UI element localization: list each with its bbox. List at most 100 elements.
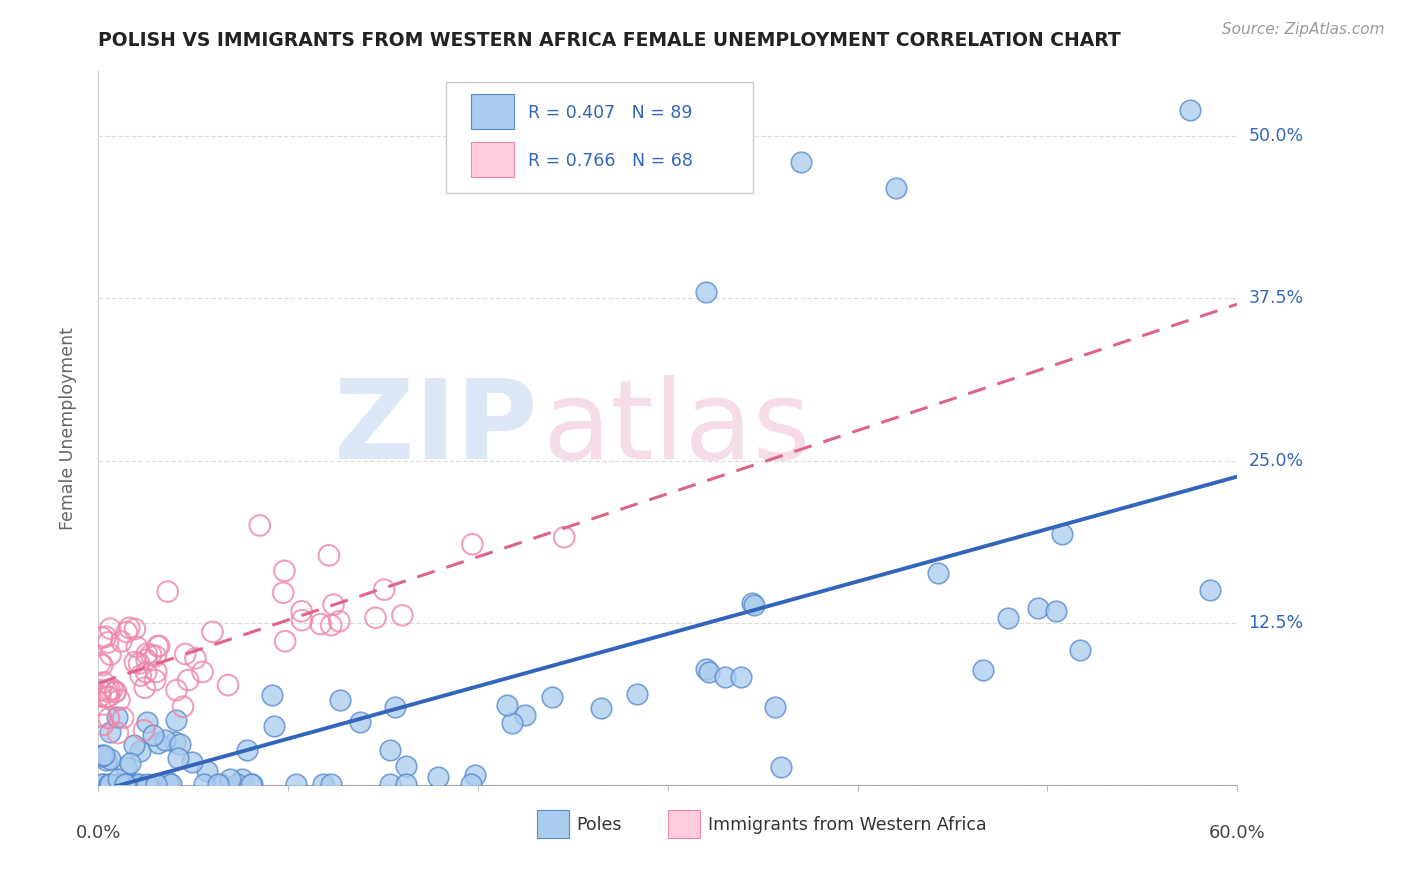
Point [391,608,413,623]
Bar [471,143,515,177]
Point [741,596,763,610]
Point [312,777,335,791]
Point [97,777,120,791]
Text: 25.0%: 25.0% [1249,451,1303,469]
Point [156,775,179,789]
Point [273,564,295,578]
Point [460,777,482,791]
Point [129,668,152,682]
Point [695,285,717,299]
Point [115,777,138,791]
Point [884,181,907,195]
Point [114,760,136,774]
Point [997,611,1019,625]
Point [1199,582,1222,597]
Point [155,732,177,747]
Point [124,655,146,669]
Point [111,777,134,791]
Point [274,634,297,648]
Point [122,738,145,752]
Y-axis label: Female Unemployment: Female Unemployment [59,326,77,530]
Point [927,566,949,581]
Point [128,657,150,671]
Point [139,648,162,662]
Point [105,710,128,724]
Text: ZIP: ZIP [333,375,537,482]
Point [184,651,207,665]
Point [395,777,418,791]
Point [143,673,166,687]
Point [132,723,155,738]
Point [108,693,131,707]
Point [513,708,536,723]
Point [97,635,120,649]
Point [271,586,294,600]
Point [191,665,214,679]
Point [91,749,114,764]
Point [145,665,167,679]
Point [93,675,115,690]
Point [461,537,484,551]
Point [98,622,121,636]
Point [169,737,191,751]
Point [1045,604,1067,618]
Point [218,772,240,786]
Point [97,711,120,725]
Point [328,615,350,629]
Point [291,604,314,618]
Point [118,621,141,635]
Point [96,753,118,767]
Point [1178,103,1201,118]
Point [90,710,112,724]
Point [107,726,129,740]
Point [322,598,344,612]
Point [541,690,564,704]
Text: 50.0%: 50.0% [1249,128,1303,145]
Point [695,662,717,676]
Point [501,716,523,731]
Point [125,777,148,791]
Point [93,748,115,763]
Point [166,683,188,698]
Point [172,699,194,714]
Point [128,777,150,791]
Point [309,617,332,632]
Point [240,777,263,791]
Point [91,658,114,673]
Point [180,756,202,770]
Point [209,777,232,791]
Point [110,634,132,648]
Point [263,719,285,733]
Point [136,777,159,791]
Point [730,670,752,684]
Point [148,639,170,653]
Point [763,700,786,714]
Point [1069,643,1091,657]
Bar [471,95,515,128]
Point [114,777,136,791]
Point [249,518,271,533]
FancyBboxPatch shape [446,82,754,193]
Point [156,584,179,599]
Point [321,618,343,632]
Point [770,760,793,774]
Point [98,690,121,704]
Point [91,747,114,762]
Text: Poles: Poles [576,816,623,834]
Point [94,630,117,644]
Point [697,665,720,680]
Point [104,685,127,699]
Point [135,714,157,729]
Point [129,744,152,758]
Text: 0.0%: 0.0% [76,824,121,842]
Point [329,693,352,707]
Point [790,155,813,169]
Point [165,713,187,727]
Point [378,743,401,757]
Point [100,648,122,662]
Point [589,701,612,715]
Point [96,690,118,704]
Point [107,772,129,787]
Point [115,625,138,640]
Point [195,764,218,778]
